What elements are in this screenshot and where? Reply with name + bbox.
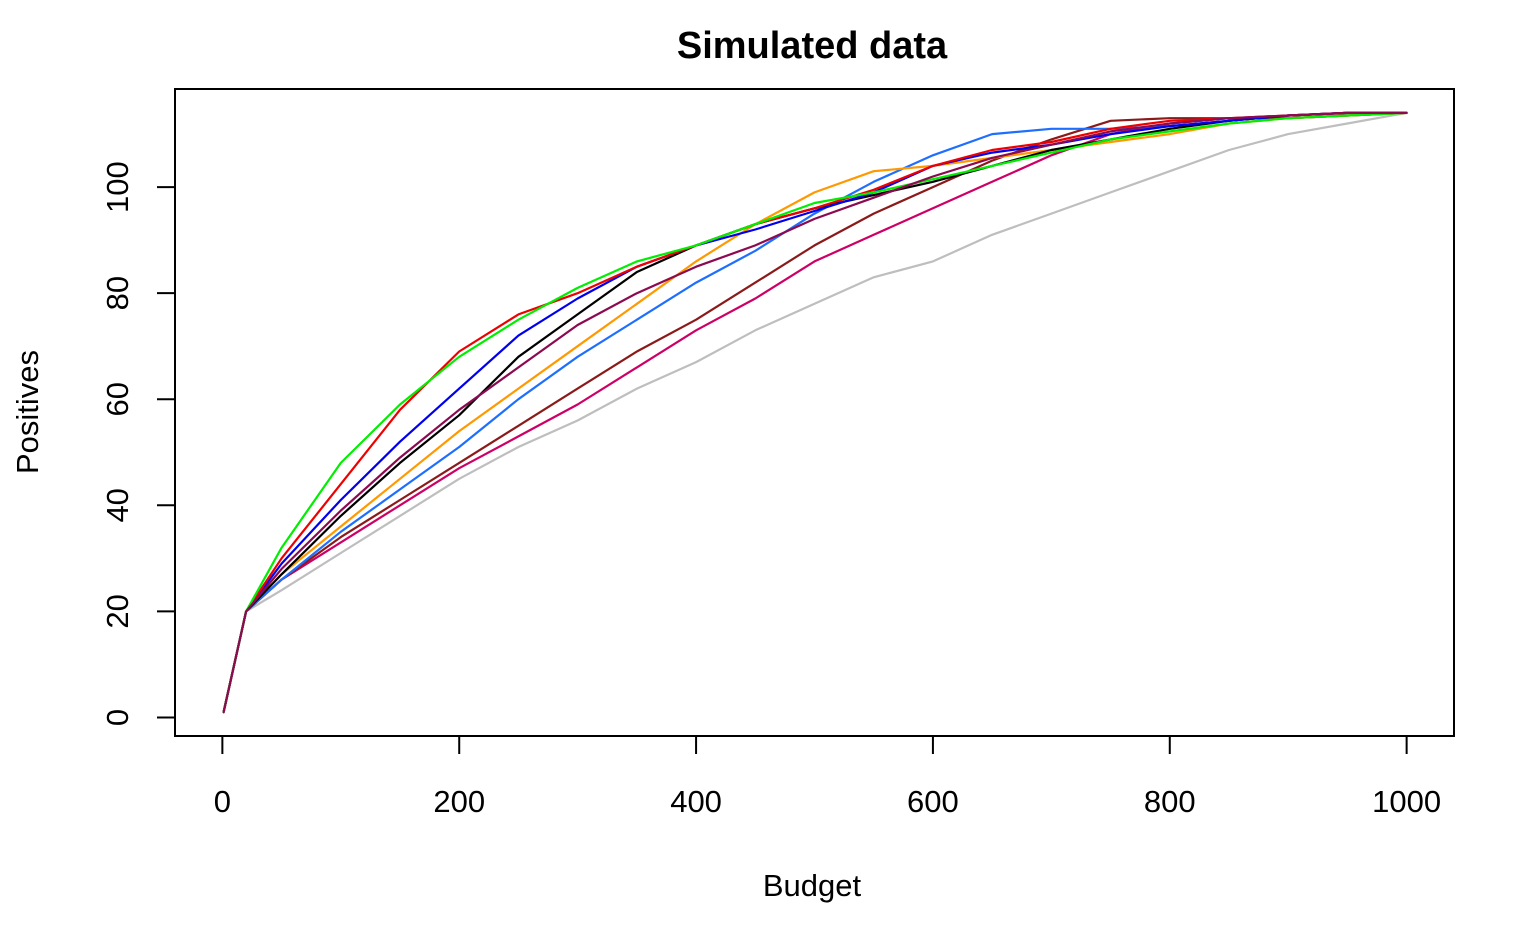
- series-line-8: [222, 111, 1408, 714]
- x-tick-label: 200: [433, 784, 485, 819]
- series-lines: [222, 111, 1408, 714]
- y-axis: 0 20 40 60 80 100: [100, 161, 176, 726]
- y-tick-label: 40: [100, 488, 135, 522]
- x-axis: 0 200 400 600 800 1000: [214, 735, 1441, 819]
- series-line-9: [222, 111, 1408, 714]
- x-tick-label: 600: [907, 784, 959, 819]
- series-line-3: [222, 111, 1408, 714]
- x-tick-label: 1000: [1372, 784, 1441, 819]
- series-line-10: [222, 111, 1408, 714]
- y-tick-label: 60: [100, 382, 135, 416]
- x-tick-label: 800: [1144, 784, 1196, 819]
- series-line-1: [222, 111, 1408, 714]
- y-tick-label: 0: [100, 709, 135, 726]
- series-line-5: [222, 111, 1408, 714]
- plot-frame: [174, 88, 1455, 737]
- y-tick-label: 100: [100, 161, 135, 213]
- y-axis-label: Positives: [10, 350, 45, 474]
- chart-title: Simulated data: [677, 25, 948, 67]
- y-tick-label: 80: [100, 276, 135, 310]
- x-tick-label: 400: [670, 784, 722, 819]
- x-axis-label: Budget: [763, 868, 862, 903]
- y-tick-label: 20: [100, 594, 135, 628]
- x-tick-label: 0: [214, 784, 231, 819]
- series-line-7: [222, 111, 1408, 714]
